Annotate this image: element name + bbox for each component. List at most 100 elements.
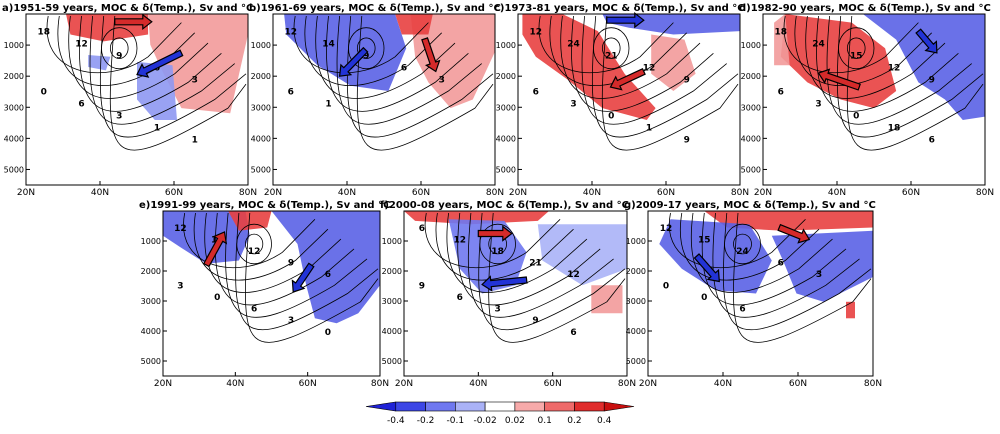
contour-line [435,212,574,281]
anomaly-region [163,211,250,264]
contour-label: 9 [684,135,690,145]
contour-label: 9 [532,316,538,326]
y-tick-label: 3000 [141,297,161,306]
colorbar-segment [514,401,545,412]
anomaly-region [537,224,627,286]
contour-label: 12 [529,28,542,38]
contour-cell [601,37,621,59]
blue-arrow [693,253,720,283]
anomaly-region [66,14,149,42]
contour-label: 6 [570,328,576,338]
contour-label: 18 [491,247,504,257]
y-tick-label: 3000 [4,103,24,112]
panel-title: e)1991-99 years, MOC & δ(Temp.), Sv and … [139,200,390,211]
colorbar-segment [603,401,635,412]
contour-label: 12 [567,270,580,280]
contour-cell [348,27,385,70]
y-tick-label: 3000 [251,103,271,112]
contour-line [99,15,247,138]
panel-title: d)1982-90 years, MOC & δ(Temp.), Sv and … [739,3,991,14]
plot-frame [762,13,986,186]
plot-frame [517,13,741,186]
contour-label: 0 [214,293,220,303]
x-tick-label: 40N [226,379,244,389]
contour-line [826,15,972,125]
contour-line [68,15,209,99]
anomaly-region [88,55,111,71]
anomaly-region [591,285,623,314]
x-tick-label: 60N [789,379,807,389]
y-tick-label: 2000 [626,267,646,276]
y-tick-label: 1000 [251,41,271,50]
contour-line [560,15,701,99]
contour-line [89,15,235,125]
panel-title: f)2000-08 years, MOC & δ(Temp.), Sv and … [380,200,629,211]
x-tick-label: 20N [395,379,413,389]
contour-label: 9 [684,75,690,85]
y-tick-label: 4000 [626,327,646,336]
contour-label: 9 [929,75,935,85]
contour-line [245,212,379,343]
y-tick-label: 3000 [626,297,646,306]
contour-cell [245,233,264,255]
y-tick-label: 2000 [141,267,161,276]
contour-line [356,15,494,151]
contour-label: 12 [284,28,297,38]
panel-4: d)1982-90 years, MOC & δ(Temp.), Sv and … [739,3,994,198]
colorbar-segment [395,401,426,412]
plot-frame [647,210,874,377]
x-tick-label: 60N [902,188,920,198]
x-tick-label: 60N [657,188,675,198]
blue-arrow [338,46,369,77]
contour-line [336,15,482,125]
contour-label: 0 [325,328,331,338]
anomaly-region [780,14,897,109]
x-tick-label: 20N [639,379,657,389]
contour-line [783,15,919,74]
contour-label: 3 [570,99,576,109]
contour-label: 18 [774,28,787,38]
y-tick-label: 4000 [382,327,402,336]
contour-label: 9 [116,51,122,61]
panel-5: e)1991-99 years, MOC & δ(Temp.), Sv and … [139,200,390,389]
contour-label: 12 [888,63,901,73]
contour-cell [356,37,376,59]
x-tick-label: 40N [469,379,487,389]
contour-cell [236,223,272,265]
red-arrow [777,223,811,244]
y-tick-label: 2000 [496,72,516,81]
contour-line [315,15,456,99]
contour-line [691,212,833,293]
contour-line [794,15,932,86]
contour-line [591,15,739,138]
contour-label: 6 [739,305,745,315]
contour-cell [846,37,866,59]
red-arrow [477,225,513,242]
red-arrow [202,231,228,268]
plot-frame [272,13,496,186]
contour-label: 15 [850,51,863,61]
y-tick-label: 1000 [4,41,24,50]
contour-line [601,15,739,151]
contour-label: 24 [812,39,825,49]
colorbar-tick-label: 0.4 [597,416,612,426]
panel-6: f)2000-08 years, MOC & δ(Temp.), Sv and … [380,200,636,389]
x-tick-label: 80N [864,379,882,389]
contour-line [733,212,872,343]
colorbar-tick-label: 0.1 [538,416,552,426]
contour-label: 0 [663,282,669,292]
y-tick-label: 5000 [626,357,646,366]
contour-label: 6 [251,305,257,315]
blue-arrow [481,275,528,292]
x-tick-label: 80N [618,379,636,389]
anomaly-region [771,230,873,302]
colorbar-segment [455,401,486,412]
y-tick-label: 4000 [4,134,24,143]
contour-label: 6 [778,258,784,268]
x-tick-label: 20N [17,188,35,198]
contour-line [293,15,429,74]
blue-arrow [915,28,938,54]
contour-label: 6 [78,99,84,109]
x-tick-label: 80N [486,188,504,198]
contour-label: 12 [75,39,88,49]
